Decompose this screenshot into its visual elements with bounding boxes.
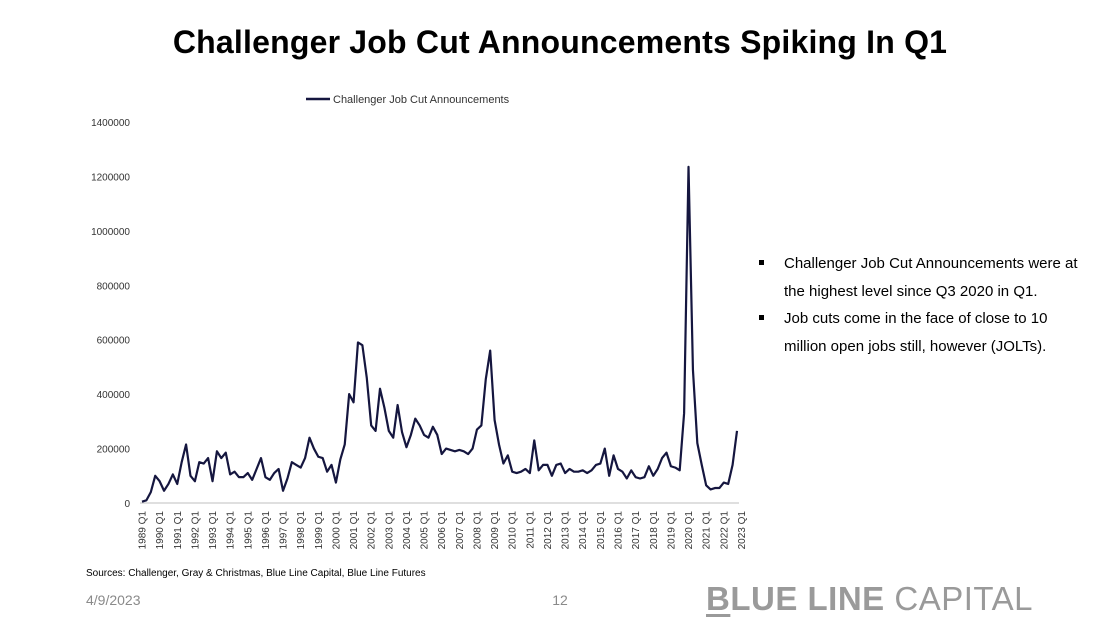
- x-tick-label: 2020 Q1: [684, 511, 695, 550]
- x-tick-label: 2019 Q1: [666, 511, 677, 550]
- y-tick-label: 1400000: [91, 118, 130, 129]
- x-tick-label: 2022 Q1: [719, 511, 730, 550]
- y-tick-label: 400000: [97, 390, 131, 401]
- x-tick-label: 2021 Q1: [702, 511, 713, 550]
- x-tick-label: 2016 Q1: [614, 511, 625, 550]
- y-tick-label: 0: [124, 499, 130, 510]
- y-tick-label: 1000000: [91, 227, 130, 238]
- y-tick-label: 200000: [97, 445, 131, 456]
- x-tick-label: 1994 Q1: [226, 511, 237, 550]
- y-tick-label: 1200000: [91, 172, 130, 183]
- x-tick-label: 2011 Q1: [525, 511, 536, 549]
- x-tick-label: 1991 Q1: [173, 511, 184, 550]
- x-tick-label: 2018 Q1: [649, 511, 660, 550]
- x-tick-label: 2009 Q1: [490, 511, 501, 550]
- slide-date: 4/9/2023: [86, 592, 141, 608]
- x-tick-label: 1996 Q1: [261, 511, 272, 550]
- x-tick-label: 1995 Q1: [243, 511, 254, 550]
- x-tick-label: 1993 Q1: [208, 511, 219, 550]
- series-line-challenger-job-cuts: [141, 165, 739, 503]
- x-tick-label: 2001 Q1: [349, 511, 360, 550]
- source-note: Sources: Challenger, Gray & Christmas, B…: [86, 568, 426, 579]
- x-tick-label: 2014 Q1: [578, 511, 589, 550]
- legend-label: Challenger Job Cut Announcements: [333, 94, 510, 106]
- x-tick-label: 2023 Q1: [737, 511, 748, 550]
- legend: Challenger Job Cut Announcements: [306, 94, 510, 106]
- page-number: 12: [552, 592, 568, 608]
- x-tick-label: 1990 Q1: [155, 511, 166, 550]
- x-tick-label: 2004 Q1: [402, 511, 413, 550]
- x-tick-label: 1997 Q1: [279, 511, 290, 550]
- bullet-item: Challenger Job Cut Announcements were at…: [758, 250, 1088, 305]
- x-tick-label: 2008 Q1: [472, 511, 483, 550]
- bullet-item: Job cuts come in the face of close to 10…: [758, 305, 1088, 360]
- y-tick-label: 800000: [97, 281, 131, 292]
- x-axis-tick-labels: 1989 Q1 1990 Q1 1991 Q1 1992 Q1 1993 Q1 1994 …: [138, 511, 748, 550]
- x-tick-label: 2005 Q1: [420, 511, 431, 550]
- commentary-bullets: Challenger Job Cut Announcements were at…: [758, 250, 1088, 360]
- x-tick-label: 2000 Q1: [331, 511, 342, 550]
- x-tick-label: 2006 Q1: [437, 511, 448, 550]
- x-tick-label: 1998 Q1: [296, 511, 307, 550]
- x-tick-label: 1999 Q1: [314, 511, 325, 550]
- x-tick-label: 2015 Q1: [596, 511, 607, 550]
- y-tick-label: 600000: [97, 336, 131, 347]
- x-tick-label: 1989 Q1: [138, 511, 149, 550]
- x-tick-label: 1992 Q1: [190, 511, 201, 550]
- x-tick-label: 2002 Q1: [367, 511, 378, 550]
- x-tick-label: 2013 Q1: [561, 511, 572, 550]
- job-cuts-line-chart: 0 200000 400000 600000 800000 1000000 1200000 1…: [91, 94, 748, 550]
- slide-title: Challenger Job Cut Announcements Spiking…: [172, 24, 948, 60]
- x-tick-label: 2003 Q1: [384, 511, 395, 550]
- y-axis-tick-labels: 0 200000 400000 600000 800000 1000000 1200000 1…: [91, 118, 130, 510]
- x-tick-label: 2012 Q1: [543, 511, 554, 550]
- x-tick-label: 2010 Q1: [508, 511, 519, 550]
- x-tick-label: 2007 Q1: [455, 511, 466, 550]
- brand-logo: BLUE LINE CAPITAL: [706, 580, 1033, 617]
- x-tick-label: 2017 Q1: [631, 511, 642, 550]
